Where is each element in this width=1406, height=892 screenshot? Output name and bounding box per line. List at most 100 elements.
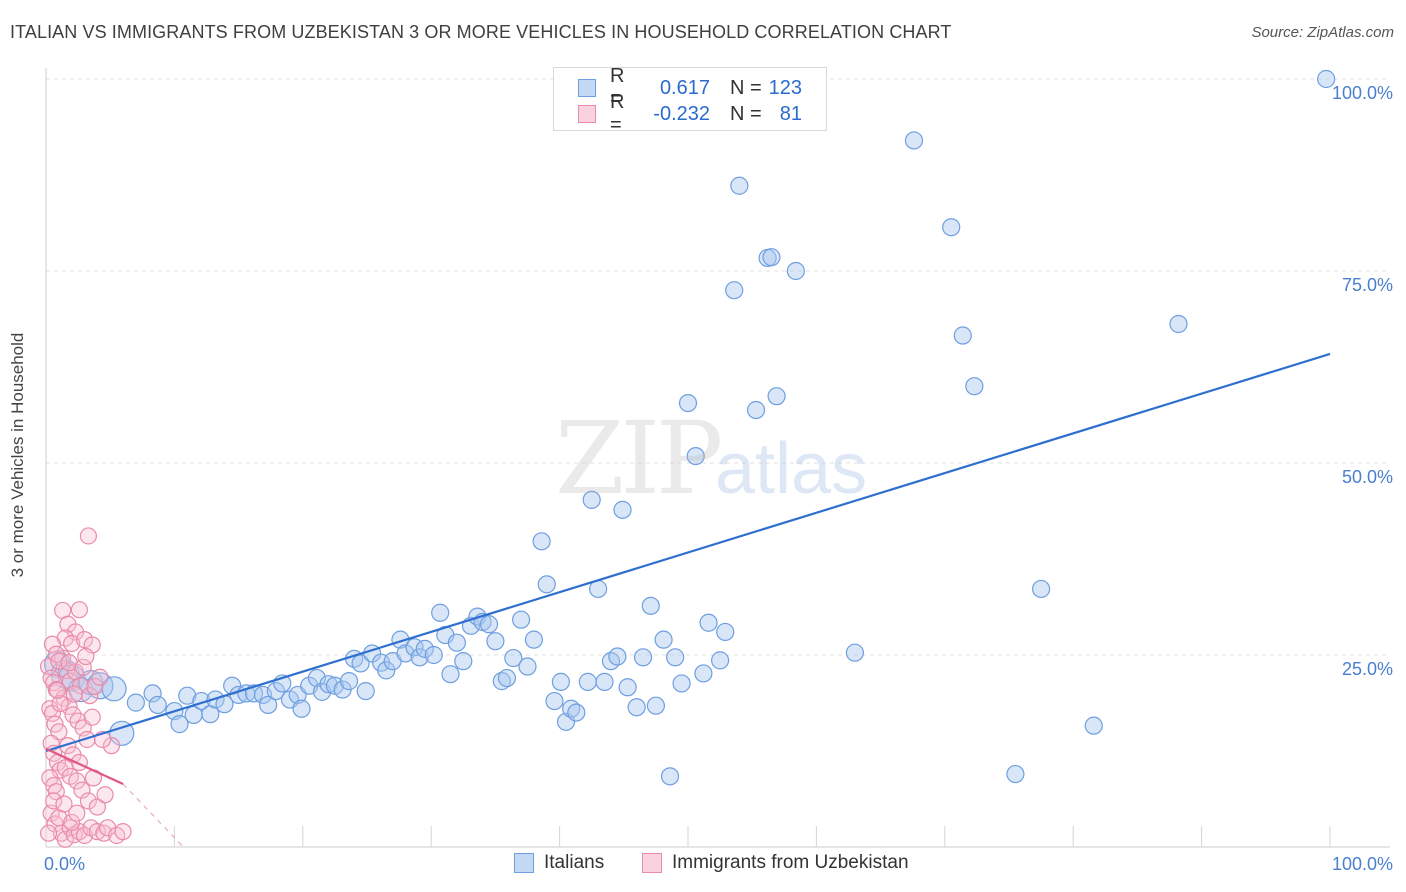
correlation-legend: R = 0.617 N = 123 R = -0.232 N = 81 — [553, 65, 827, 136]
point-italians — [678, 393, 698, 413]
point-italians — [965, 377, 984, 396]
y-axis-label: 3 or more Vehicles in Household — [8, 332, 27, 578]
legend-item-italians: Italians — [514, 852, 604, 874]
point-italians — [767, 387, 786, 406]
point-italians — [601, 652, 621, 671]
point-uzbekistan — [79, 527, 97, 545]
point-italians — [319, 675, 338, 694]
point-italians — [351, 654, 370, 673]
point-uzbekistan — [79, 792, 97, 810]
point-uzbekistan — [51, 694, 69, 712]
watermark-zip: ZIP — [555, 400, 723, 517]
legend-row-uzbekistan: R = -0.232 N = 81 — [578, 91, 802, 136]
point-italians — [686, 446, 705, 466]
point-uzbekistan — [65, 685, 83, 703]
point-italians — [641, 596, 660, 615]
point-uzbekistan — [55, 795, 73, 813]
point-uzbekistan — [86, 677, 104, 696]
point-italians — [396, 644, 415, 663]
point-italians — [244, 684, 264, 703]
trendline-italians — [45, 352, 1331, 753]
point-uzbekistan — [91, 668, 109, 686]
point-uzbekistan — [70, 601, 88, 619]
point-italians — [545, 691, 564, 711]
legend-r-value: 0.617 — [659, 76, 710, 99]
point-uzbekistan — [63, 813, 81, 832]
point-italians — [582, 490, 601, 509]
point-italians — [654, 630, 673, 649]
point-uzbekistan — [47, 645, 65, 663]
point-italians — [627, 698, 646, 717]
point-uzbekistan — [88, 798, 106, 816]
source-credit: Source: ZipAtlas.com — [1251, 24, 1394, 41]
point-uzbekistan — [63, 634, 81, 653]
point-uzbekistan — [73, 781, 91, 799]
point-uzbekistan — [61, 672, 79, 690]
point-italians — [486, 632, 505, 651]
point-uzbekistan — [77, 647, 95, 666]
point-italians — [339, 672, 359, 691]
point-italians — [492, 672, 511, 691]
point-italians — [646, 696, 666, 715]
legend-swatch-uzbekistan — [578, 105, 596, 123]
point-italians — [666, 648, 685, 667]
point-uzbekistan — [68, 772, 86, 790]
point-italians — [660, 767, 680, 786]
point-italians — [424, 645, 443, 665]
point-uzbekistan — [68, 804, 86, 822]
y-tick-label: 50.0% — [1342, 467, 1393, 487]
point-uzbekistan — [102, 737, 121, 755]
point-italians — [633, 648, 653, 667]
point-italians — [148, 695, 167, 715]
point-italians — [725, 281, 744, 300]
point-italians — [377, 661, 396, 680]
point-italians — [1084, 716, 1103, 735]
point-italians — [953, 326, 972, 345]
point-italians — [511, 610, 531, 629]
point-italians — [524, 630, 544, 649]
point-italians — [259, 695, 278, 715]
point-italians — [431, 603, 450, 622]
legend-r-label: R = — [610, 65, 625, 110]
trendline-uzbekistan-extension — [122, 783, 184, 848]
point-italians — [1031, 579, 1051, 599]
legend-swatch-italians — [514, 853, 534, 873]
point-italians — [904, 131, 924, 150]
x-tick-label: 0.0% — [44, 854, 85, 874]
point-italians — [551, 672, 570, 691]
point-uzbekistan — [74, 658, 92, 676]
point-italians — [567, 703, 586, 722]
point-italians — [786, 261, 805, 281]
point-italians — [504, 648, 523, 668]
point-uzbekistan — [41, 700, 59, 718]
point-italians — [143, 684, 162, 703]
point-uzbekistan — [88, 823, 106, 841]
legend-r-label: R = — [610, 91, 625, 136]
y-tick-label: 75.0% — [1342, 275, 1393, 295]
point-italians — [746, 400, 766, 420]
point-italians — [170, 715, 189, 734]
legend-swatch-italians — [578, 79, 596, 97]
point-italians — [699, 613, 718, 632]
point-italians — [716, 622, 735, 642]
point-italians — [447, 633, 466, 652]
point-italians — [1169, 314, 1188, 334]
trendline-uzbekistan — [45, 747, 124, 786]
watermark-atlas: atlas — [715, 429, 868, 509]
point-italians — [356, 681, 375, 701]
legend-row-italians: R = 0.617 N = 123 — [578, 65, 802, 110]
series-legend: Italians Immigrants from Uzbekistan — [0, 852, 1406, 876]
point-italians — [672, 674, 691, 693]
y-tick-label: 25.0% — [1342, 659, 1393, 679]
point-italians — [578, 672, 597, 691]
point-italians — [762, 248, 781, 267]
point-italians — [292, 699, 311, 718]
point-uzbekistan — [48, 681, 67, 699]
point-italians — [537, 575, 556, 594]
point-italians — [479, 615, 499, 634]
legend-n-value: 123 — [768, 76, 802, 99]
point-uzbekistan — [45, 792, 63, 810]
legend-label-uzbekistan: Immigrants from Uzbekistan — [672, 852, 909, 873]
point-uzbekistan — [43, 635, 62, 653]
legend-label-italians: Italians — [544, 852, 605, 873]
